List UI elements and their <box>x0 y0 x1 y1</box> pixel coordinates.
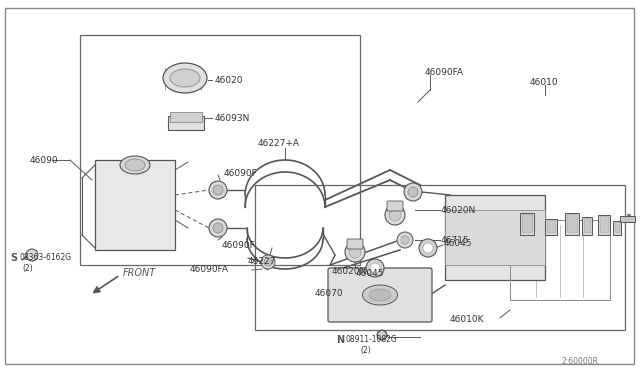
Text: 08911-1082G: 08911-1082G <box>346 336 397 344</box>
Bar <box>613 221 621 235</box>
Text: 46010K: 46010K <box>450 315 484 324</box>
Bar <box>170 112 202 122</box>
Bar <box>445 210 545 265</box>
Circle shape <box>370 263 380 273</box>
Text: 46090FA: 46090FA <box>425 67 464 77</box>
Bar <box>168 116 204 130</box>
Bar <box>565 213 579 235</box>
Text: 46227+A: 46227+A <box>258 138 300 148</box>
FancyBboxPatch shape <box>95 160 175 250</box>
Text: 46045: 46045 <box>356 269 385 279</box>
FancyBboxPatch shape <box>347 239 363 249</box>
Text: 46090F: 46090F <box>222 241 256 250</box>
Text: 46010: 46010 <box>530 77 559 87</box>
Ellipse shape <box>170 69 200 87</box>
Bar <box>600 216 608 232</box>
Bar <box>598 215 610 235</box>
Text: 46020N: 46020N <box>332 267 367 276</box>
Text: 46045: 46045 <box>444 238 472 247</box>
Circle shape <box>408 187 418 197</box>
Circle shape <box>423 243 433 253</box>
Bar <box>547 220 555 232</box>
Text: 08363-6162G: 08363-6162G <box>19 253 71 263</box>
Circle shape <box>404 183 422 201</box>
Text: 46090F: 46090F <box>224 169 258 177</box>
Text: S: S <box>10 253 17 263</box>
Circle shape <box>213 223 223 233</box>
Ellipse shape <box>125 159 145 171</box>
Bar <box>567 214 577 232</box>
Text: N: N <box>336 335 344 345</box>
Circle shape <box>366 259 384 277</box>
Bar <box>80 35 360 265</box>
Circle shape <box>389 209 401 221</box>
Text: 46090: 46090 <box>30 155 59 164</box>
Circle shape <box>401 236 409 244</box>
Circle shape <box>209 181 227 199</box>
Ellipse shape <box>369 289 391 301</box>
Circle shape <box>261 255 275 269</box>
Bar <box>510 220 610 300</box>
Circle shape <box>419 239 437 257</box>
Bar <box>584 218 590 232</box>
Text: 46090FA: 46090FA <box>190 266 229 275</box>
Text: FRONT: FRONT <box>123 268 156 278</box>
Bar <box>255 185 625 330</box>
Circle shape <box>385 205 405 225</box>
Bar <box>520 213 534 235</box>
Text: 2:60000R: 2:60000R <box>562 357 599 366</box>
Circle shape <box>26 249 38 261</box>
Text: 46227: 46227 <box>248 257 276 266</box>
FancyBboxPatch shape <box>387 201 403 211</box>
Circle shape <box>377 330 387 340</box>
Ellipse shape <box>120 156 150 174</box>
Circle shape <box>264 258 272 266</box>
Circle shape <box>345 242 365 262</box>
Ellipse shape <box>163 63 207 93</box>
Text: 46715: 46715 <box>441 235 470 244</box>
Ellipse shape <box>362 285 397 305</box>
Circle shape <box>213 185 223 195</box>
Circle shape <box>349 246 361 258</box>
Circle shape <box>397 232 413 248</box>
Text: 46093N: 46093N <box>215 113 250 122</box>
Circle shape <box>209 219 227 237</box>
Text: 46070: 46070 <box>315 289 344 298</box>
FancyBboxPatch shape <box>445 195 545 280</box>
Bar <box>522 214 532 232</box>
Text: 46020: 46020 <box>215 76 243 84</box>
Text: 46020N: 46020N <box>441 205 476 215</box>
Text: (2): (2) <box>22 263 33 273</box>
Bar <box>615 222 619 232</box>
FancyBboxPatch shape <box>328 268 432 322</box>
Bar <box>620 216 635 222</box>
Text: (2): (2) <box>360 346 371 355</box>
Bar <box>582 217 592 235</box>
Bar <box>545 219 557 235</box>
